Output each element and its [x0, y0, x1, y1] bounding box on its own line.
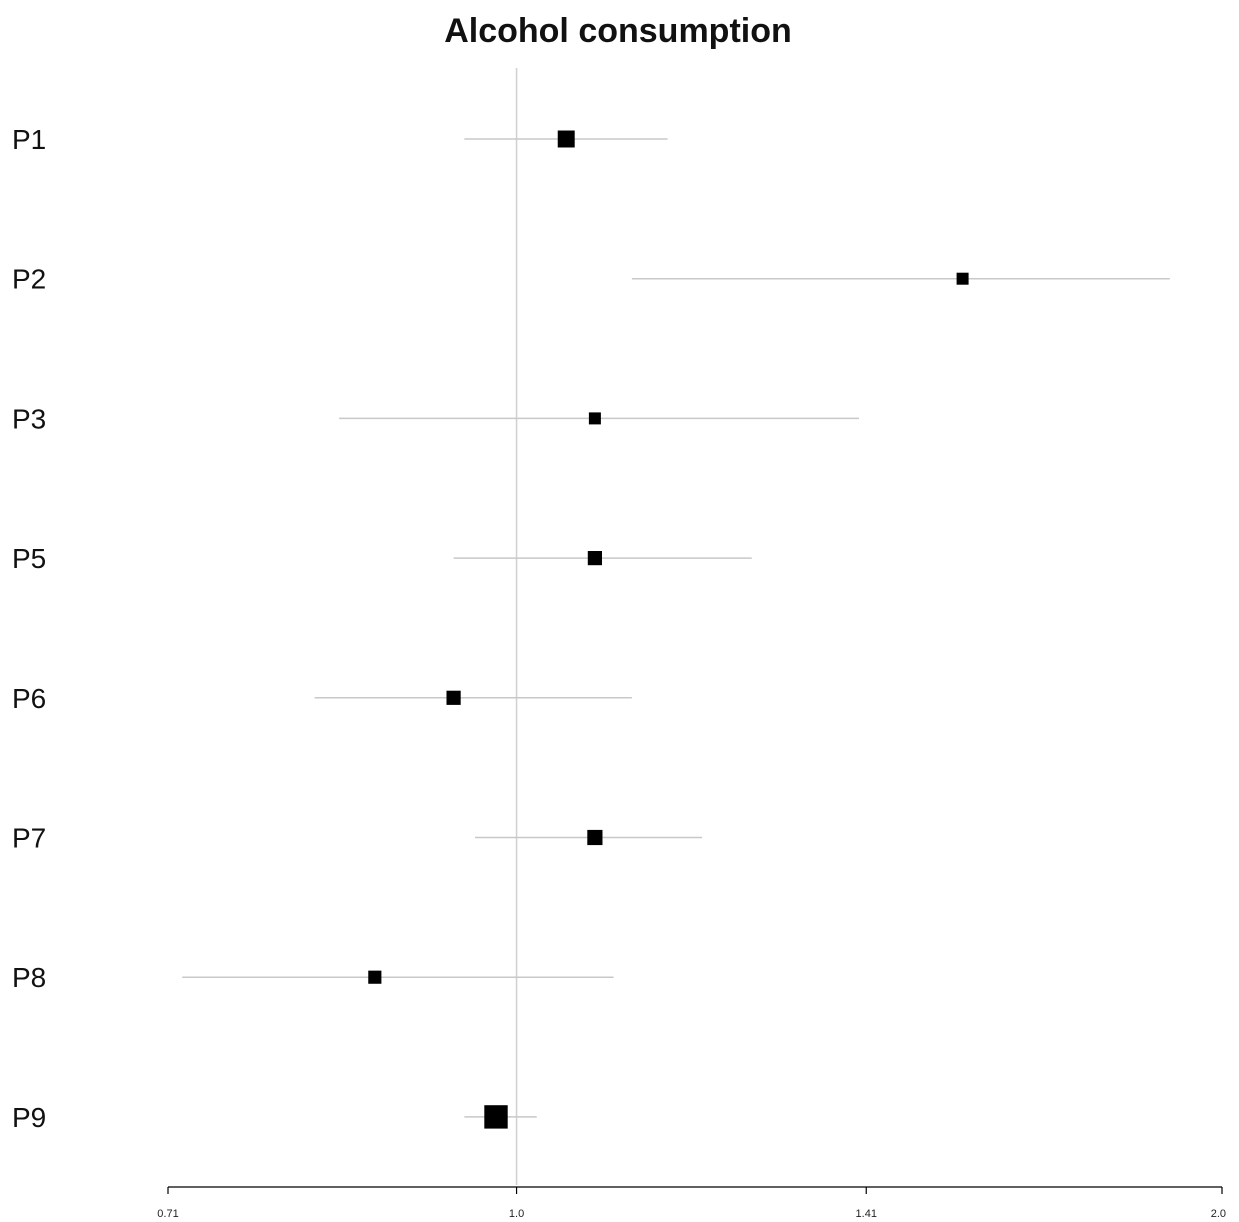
row-label: P6	[12, 683, 46, 714]
row-label: P9	[12, 1102, 46, 1133]
estimate-marker	[446, 690, 461, 705]
chart-title: Alcohol consumption	[444, 12, 792, 50]
row-label: P3	[12, 403, 46, 434]
row-label: P2	[12, 264, 46, 295]
estimate-marker	[587, 829, 603, 846]
estimate-marker	[484, 1105, 508, 1129]
x-tick-label: 0.71	[157, 1208, 178, 1220]
x-tick-label: 2.0	[1211, 1208, 1226, 1220]
estimate-marker	[587, 551, 602, 566]
row-label: P1	[12, 124, 46, 155]
marker-layer	[368, 130, 969, 1129]
estimate-marker	[557, 130, 575, 148]
ci-layer	[182, 138, 1170, 1118]
estimate-marker	[368, 970, 382, 984]
row-label: P8	[12, 962, 46, 993]
estimate-marker	[588, 412, 601, 425]
x-tick-label: 1.41	[856, 1208, 877, 1220]
row-label: P5	[12, 543, 46, 574]
estimate-marker	[956, 272, 969, 285]
x-axis: 0.71 1.0 1.41 2.0	[157, 1186, 1226, 1220]
row-label: P7	[12, 823, 46, 854]
row-label-layer: P1 P2 P3 P5 P6 P7 P8 P9	[12, 124, 46, 1133]
x-tick-label: 1.0	[509, 1208, 524, 1220]
